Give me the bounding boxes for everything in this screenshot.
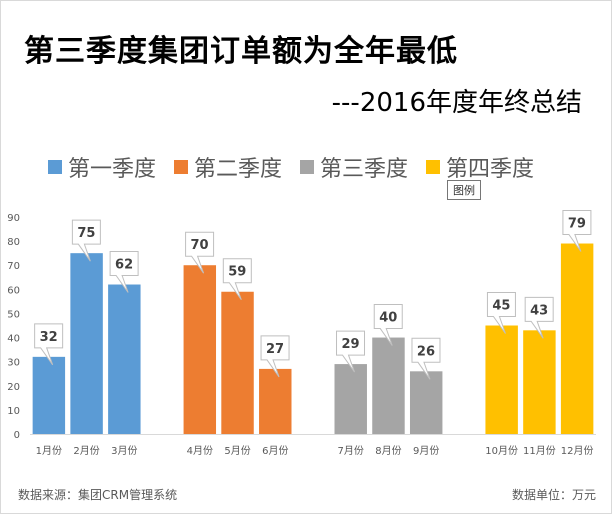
y-tick-label: 30 [7, 358, 20, 369]
bar-q2 [259, 368, 292, 434]
bar-q3 [334, 364, 367, 434]
data-label-callout [260, 335, 290, 378]
legend-item-1[interactable]: 第一季度 [48, 151, 156, 183]
data-label: 32 [40, 330, 58, 345]
bar-q2 [221, 291, 254, 434]
bar-q2 [183, 265, 217, 434]
data-label-callout [524, 296, 554, 339]
legend[interactable]: 第一季度 第二季度 第三季度 第四季度 [48, 150, 534, 184]
data-label-callout [562, 210, 592, 252]
data-label-callout [222, 258, 252, 301]
data-label-callout [486, 292, 516, 334]
legend-item-3[interactable]: 第三季度 [300, 151, 408, 183]
bar-q1 [32, 356, 66, 434]
legend-swatch [426, 160, 441, 174]
x-tick-label: 3月份 [111, 445, 137, 457]
x-tick-label: 8月份 [375, 445, 401, 457]
legend-label: 第四季度 [446, 157, 535, 182]
legend-item-2[interactable]: 第二季度 [174, 151, 282, 183]
legend-label: 第一季度 [68, 157, 157, 182]
y-tick-label: 70 [7, 261, 20, 272]
bar-q3 [409, 371, 443, 434]
y-tick-label: 80 [7, 237, 20, 248]
y-tick-label: 50 [7, 309, 20, 320]
data-label-callout [411, 337, 441, 380]
data-label: 62 [115, 258, 133, 273]
bar-q1 [70, 253, 103, 434]
bar-q4 [560, 243, 594, 434]
x-tick-label: 1月份 [36, 445, 62, 457]
x-tick-label: 12月份 [561, 445, 594, 457]
data-unit-note: 数据单位：万元 [511, 488, 596, 502]
legend-tooltip: 图例 [447, 180, 481, 200]
data-label: 43 [530, 303, 548, 318]
y-tick-label: 60 [7, 285, 20, 296]
x-tick-label: 5月份 [224, 445, 250, 457]
legend-label: 第三季度 [320, 157, 409, 182]
data-label: 70 [191, 238, 209, 253]
data-label: 75 [77, 226, 95, 241]
bar-q4 [485, 325, 518, 434]
data-source-note: 数据来源：集团CRM管理系统 [18, 488, 178, 502]
chart-subtitle: ---2016年度年终总结 [331, 88, 582, 118]
data-label-callout [373, 304, 403, 346]
data-label: 26 [417, 344, 435, 359]
x-tick-label: 2月份 [73, 445, 99, 457]
data-label: 79 [568, 217, 586, 232]
legend-swatch [48, 160, 62, 174]
legend-label: 第二季度 [194, 157, 283, 182]
legend-swatch [174, 160, 189, 174]
data-label-callout [109, 251, 139, 293]
data-label: 29 [341, 337, 359, 352]
x-tick-label: 4月份 [187, 445, 213, 457]
y-tick-label: 40 [7, 334, 20, 345]
data-label-callout [71, 219, 101, 262]
data-label-callout [34, 323, 64, 366]
x-tick-label: 11月份 [523, 445, 556, 457]
y-tick-label: 10 [7, 406, 20, 417]
x-tick-label: 9月份 [413, 445, 439, 457]
y-tick-label: 90 [7, 213, 20, 224]
y-tick-label: 0 [14, 430, 20, 441]
bar-q1 [108, 284, 141, 434]
x-tick-label: 10月份 [485, 445, 518, 457]
bar-q4 [523, 330, 556, 434]
x-tick-label: 7月份 [338, 445, 364, 457]
chart-title: 第三季度集团订单额为全年最低 [24, 34, 458, 69]
data-label: 45 [492, 299, 510, 314]
data-label-callout [185, 231, 215, 274]
data-label: 40 [379, 311, 397, 326]
data-label-callout [336, 330, 366, 373]
data-label: 27 [266, 342, 284, 357]
bar-q3 [372, 337, 405, 434]
legend-item-4[interactable]: 第四季度 [426, 151, 534, 183]
x-tick-label: 6月份 [262, 445, 288, 457]
data-label: 59 [228, 265, 246, 280]
y-tick-label: 20 [7, 382, 20, 393]
legend-swatch [300, 160, 315, 174]
